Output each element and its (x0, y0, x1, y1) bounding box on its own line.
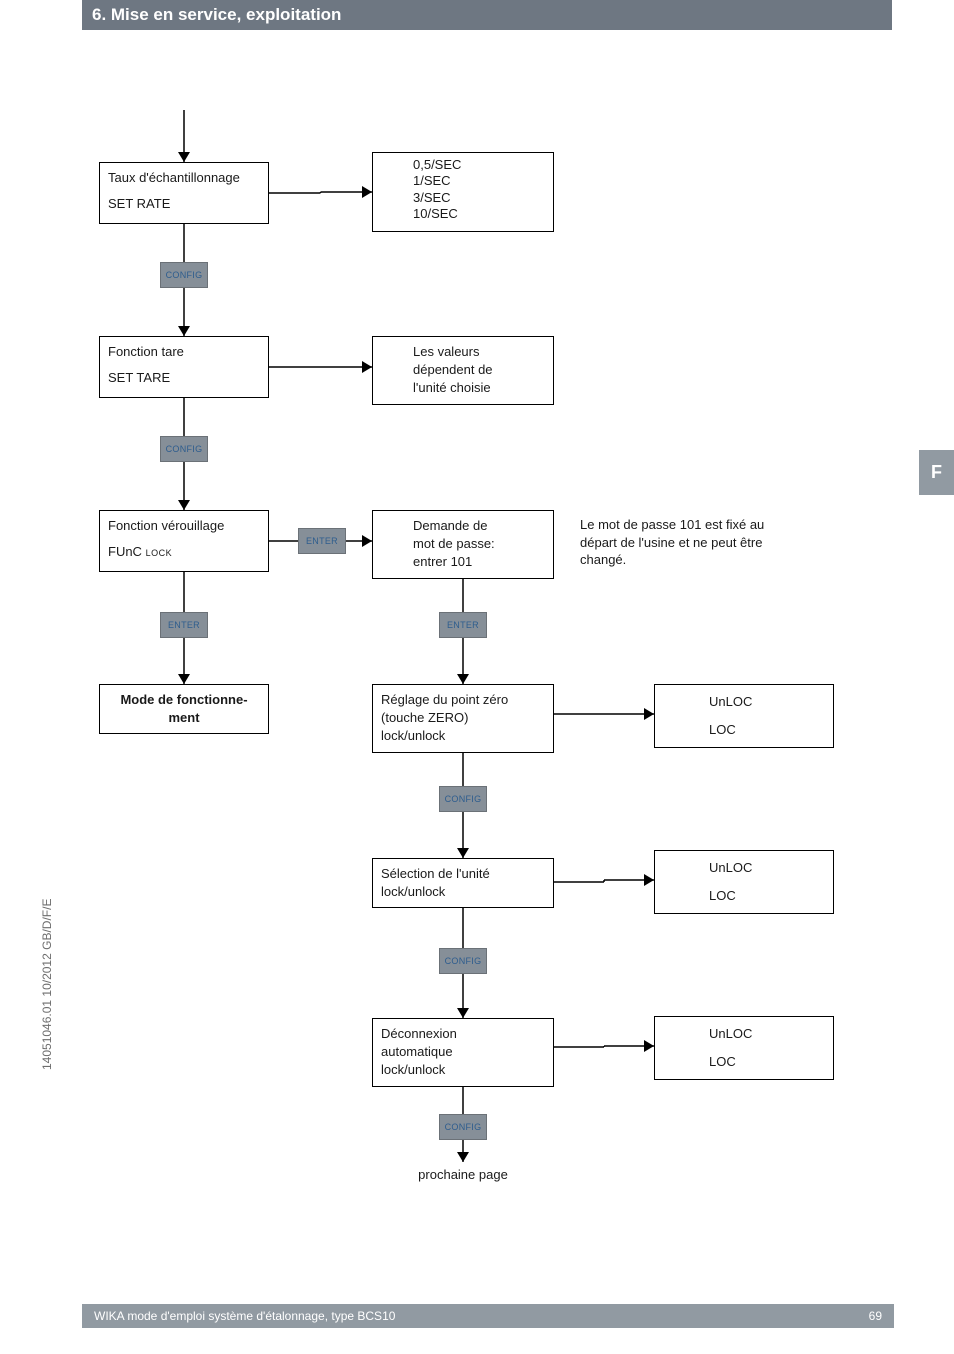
box-lock-line2: FUnC LOCK (108, 543, 260, 561)
box-unit-options: UnLOC LOC (654, 850, 834, 914)
box-sample-rate: Taux d'échantillonnage SET RATE (99, 162, 269, 224)
enter-button[interactable]: ENTER (439, 612, 487, 638)
box-lock-line1: Fonction vérouillage (108, 517, 260, 535)
config-button[interactable]: CONFIG (439, 948, 487, 974)
config-button[interactable]: CONFIG (160, 436, 208, 462)
config-button[interactable]: CONFIG (439, 1114, 487, 1140)
box-rate-options: 0,5/SEC1/SEC3/SEC10/SEC (372, 152, 554, 232)
page-footer: WIKA mode d'emploi système d'étalonnage,… (82, 1304, 894, 1328)
next-page-text: prochaine page (372, 1166, 554, 1184)
box-tare-options: Les valeurs dépendent de l'unité choisie (372, 336, 554, 405)
box-tare-line2: SET TARE (108, 369, 260, 387)
enter-button[interactable]: ENTER (160, 612, 208, 638)
box-sample-rate-line1: Taux d'échantillonnage (108, 169, 260, 187)
config-button[interactable]: CONFIG (160, 262, 208, 288)
box-auto-options: UnLOC LOC (654, 1016, 834, 1080)
box-auto: Déconnexion automatique lock/unlock (372, 1018, 554, 1087)
box-password: Demande de mot de passe: entrer 101 (372, 510, 554, 579)
box-zero-options: UnLOC LOC (654, 684, 834, 748)
box-tare: Fonction tare SET TARE (99, 336, 269, 398)
note-password: Le mot de passe 101 est fixé au départ d… (580, 516, 880, 569)
box-lock: Fonction vérouillage FUnC LOCK (99, 510, 269, 572)
box-unit: Sélection de l'unité lock/unlock (372, 858, 554, 908)
box-mode: Mode de fonctionne- ment (99, 684, 269, 734)
enter-button[interactable]: ENTER (298, 528, 346, 554)
footer-left: WIKA mode d'emploi système d'étalonnage,… (94, 1309, 395, 1323)
box-tare-line1: Fonction tare (108, 343, 260, 361)
config-button[interactable]: CONFIG (439, 786, 487, 812)
box-sample-rate-line2: SET RATE (108, 195, 260, 213)
box-zero: Réglage du point zéro (touche ZERO) lock… (372, 684, 554, 753)
footer-page-number: 69 (869, 1309, 882, 1323)
